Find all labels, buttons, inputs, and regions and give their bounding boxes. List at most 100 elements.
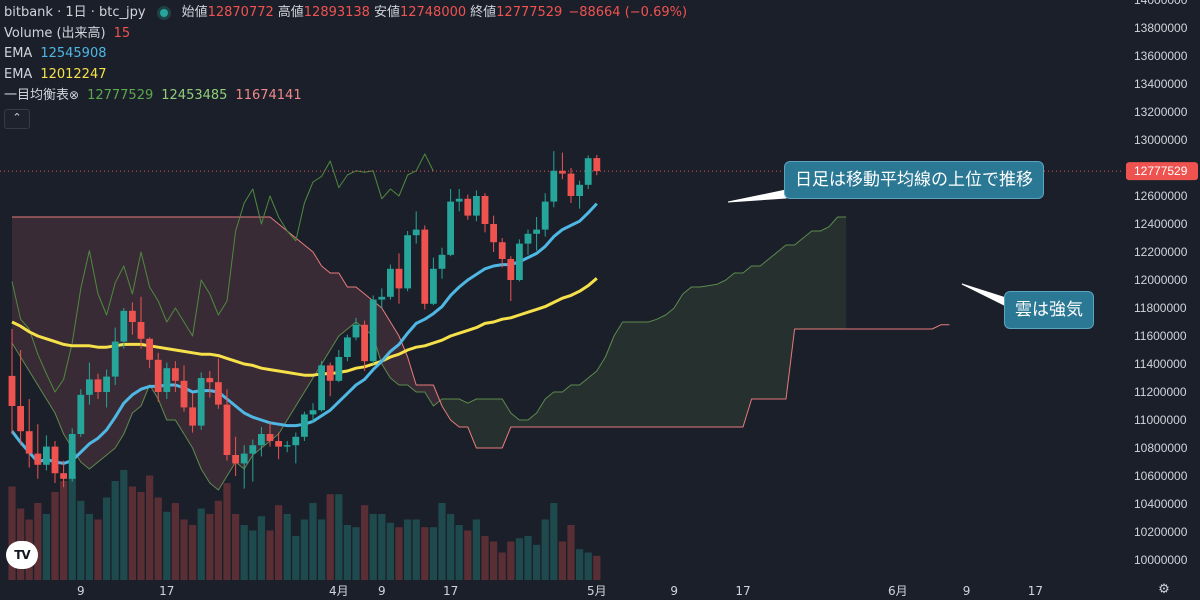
volume-bar [386,522,394,580]
volume-bar [318,519,326,580]
candle-body [593,158,601,172]
candle-body [146,338,153,360]
ichimoku-cloud [12,217,847,490]
candle-body [51,446,59,474]
y-tick-label: 12200000 [1134,245,1188,259]
volume-bar [103,497,111,580]
cloud-fill [442,217,847,448]
y-tick-label: 13800000 [1134,21,1188,35]
candle-body [249,445,257,454]
volume-bar [498,552,506,580]
tradingview-logo-icon[interactable]: TV [6,541,38,569]
volume-bar [309,503,317,580]
candle-body [369,299,377,362]
ema-fast-value: 12545908 [40,46,107,61]
x-tick-label: 9 [963,584,971,598]
price-axis[interactable]: 10000000 10200000 10400000 10600000 10800000… [1126,0,1198,567]
volume-bar [361,505,369,580]
volume-bar [51,492,59,580]
volume-bar [163,511,171,580]
volume-bar [128,486,136,580]
y-tick-label: 11600000 [1134,329,1187,343]
high-value: 12893138 [303,5,370,20]
x-tick-label: 9 [670,584,678,598]
symbol-title[interactable]: bitbank · 1日 · btc_jpy [4,5,146,20]
volume-bar [68,475,76,580]
settings-icon[interactable]: ⚙ [1158,582,1170,597]
y-tick-label: 13400000 [1134,77,1188,91]
candle-body [490,224,497,243]
volume-bar [335,494,343,580]
volume-bar [567,525,575,580]
close-label: 終値 [470,5,497,20]
cloud-fill [12,217,442,490]
volume-bar [249,530,257,580]
volume-bar [77,500,85,580]
candle-body [541,201,549,230]
ema-slow-row[interactable]: EMA 12012247 [4,65,687,86]
volume-bar [8,486,16,580]
candle-body [361,324,368,362]
volume-bar [189,525,197,580]
x-tick-label: 5月 [587,584,607,598]
candle-body [43,446,50,465]
x-tick-label: 9 [77,584,85,598]
volume-indicator-row[interactable]: Volume (出来高) 15 [4,24,687,45]
volume-bar [464,530,472,580]
y-tick-label: 10800000 [1134,441,1188,455]
candle-body [335,357,343,381]
volume-bar [472,519,480,580]
volume-bar [257,516,265,580]
high-label: 高値 [277,5,304,20]
candle-body [172,368,179,381]
volume-bar [429,527,437,580]
candlesticks[interactable] [8,151,601,489]
y-tick-label: 11000000 [1134,413,1187,427]
ichimoku-row[interactable]: 一目均衡表⊗ 12777529 12453485 11674141 [4,85,687,106]
ema-slow-label: EMA [4,66,33,82]
volume-bar [343,525,351,580]
x-tick-label: 17 [159,584,174,598]
volume-bar [137,492,145,580]
candle-body [447,201,454,255]
volume-bar [533,544,541,580]
volume-bar [292,536,300,580]
volume-bar [197,508,205,580]
candle-body [421,229,429,304]
y-tick-label: 10200000 [1134,525,1188,539]
candle-body [189,407,196,426]
volume-bar [455,525,463,580]
volume-bar [94,519,102,580]
candle-body [197,378,205,426]
candle-body [309,410,317,415]
volume-bar [352,527,360,580]
candle-body [25,431,33,454]
candle-body [318,365,325,411]
last-price-badge [1126,162,1198,181]
volume-bar [154,497,162,580]
y-tick-label: 11400000 [1134,357,1187,371]
time-axis[interactable]: 9 17 4月 9 17 5月 9 17 6月 9 17 [77,584,1043,598]
close-value: 12777529 [496,5,563,20]
volume-bar [120,470,128,580]
candle-body [464,198,472,216]
volume-bar [558,541,566,580]
ema-fast-row[interactable]: EMA 12545908 [4,44,687,65]
candle-body [34,453,42,465]
volume-bars [8,470,601,580]
candle-body [550,170,558,202]
candle-body [576,184,583,196]
volume-bar [223,483,231,580]
candle-body [60,473,67,479]
candle-body [507,259,515,280]
last-price-label: 12777529 [1134,164,1188,178]
callout-cloud-bullish: 雲は強気 [1004,291,1094,329]
candle-body [292,436,300,446]
open-value: 12870772 [207,5,274,20]
y-tick-label: 11200000 [1134,385,1187,399]
volume-bar [232,514,240,580]
market-status-icon [159,8,168,17]
candle-body [129,310,136,322]
chevron-up-icon[interactable]: ⌃ [4,108,30,129]
